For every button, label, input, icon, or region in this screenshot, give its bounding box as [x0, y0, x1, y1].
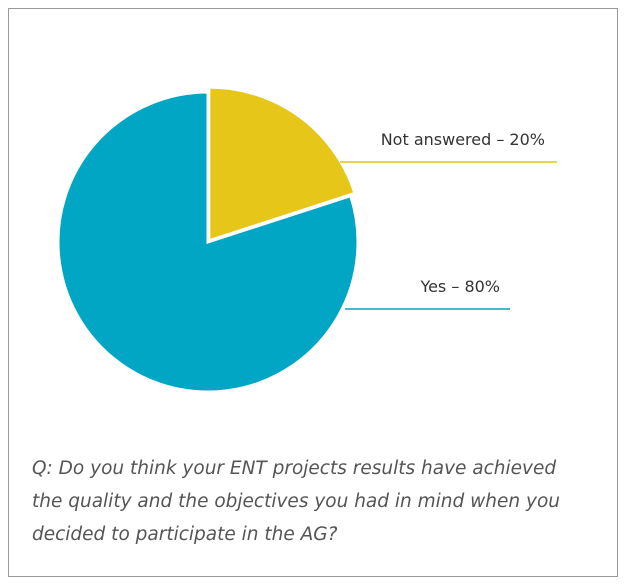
- question-caption: the quality and the objectives you had i…: [32, 491, 560, 512]
- question-caption: decided to participate in the AG?: [32, 524, 338, 545]
- pie-slice: [210, 88, 354, 239]
- pie-slice: [56, 90, 360, 394]
- question-caption: Q: Do you think your ENT projects result…: [32, 458, 556, 479]
- slice-label: Yes – 80%: [419, 277, 500, 296]
- slice-label: Not answered – 20%: [381, 130, 545, 149]
